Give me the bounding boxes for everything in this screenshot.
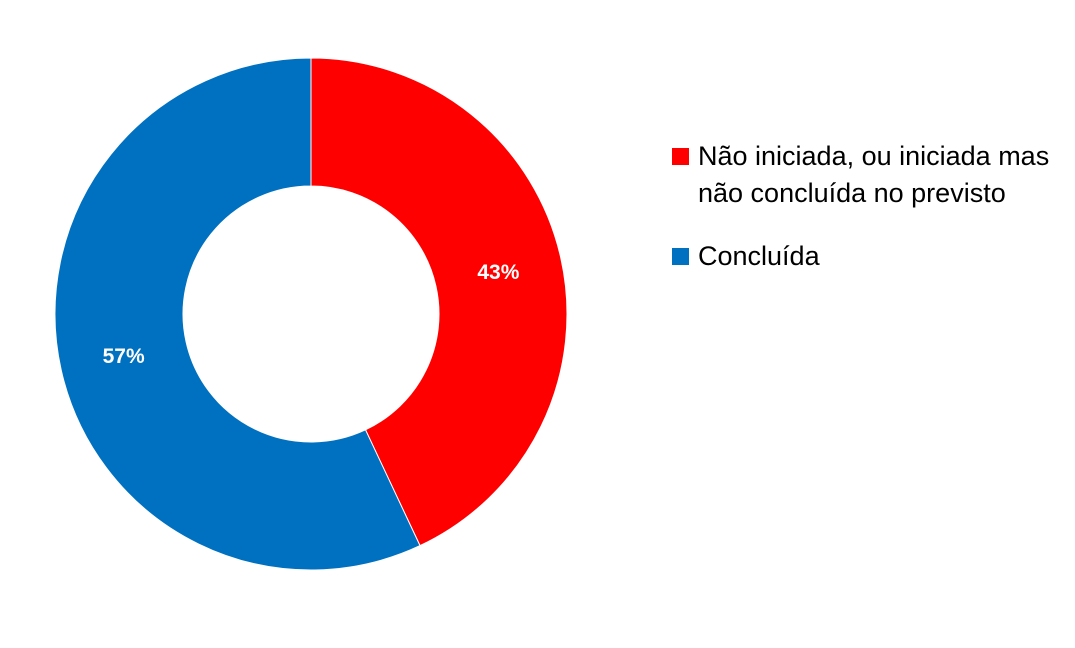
legend-item-nao-iniciada: Não iniciada, ou iniciada mas não conclu… (672, 138, 1072, 212)
legend-label: Não iniciada, ou iniciada mas não conclu… (698, 141, 1050, 208)
donut-slice-0 (310, 57, 568, 547)
data-label-1: 57% (103, 345, 145, 368)
legend-label: Concluída (698, 241, 820, 271)
legend: Não iniciada, ou iniciada mas não conclu… (672, 138, 1072, 301)
data-label-0: 43% (477, 261, 519, 284)
donut-slice-1 (54, 57, 421, 571)
legend-swatch-red (672, 148, 689, 165)
legend-item-concluida: Concluída (672, 238, 1072, 275)
legend-swatch-blue (672, 248, 689, 265)
